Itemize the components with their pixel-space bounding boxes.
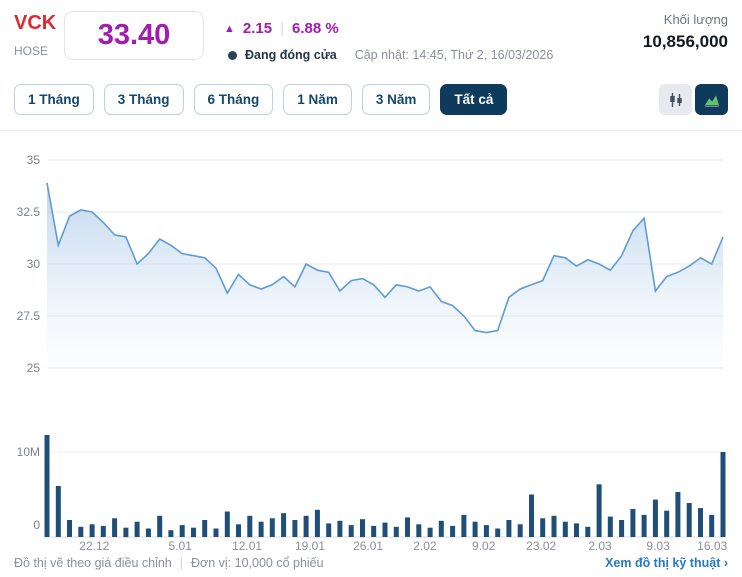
last-updated: Cập nhật: 14:45, Thứ 2, 16/03/2026 [354, 48, 554, 62]
change-value: 2.15 [242, 20, 273, 37]
price-area-fill [47, 182, 723, 368]
market-status: Đang đóng cửa [245, 48, 337, 62]
footer-notes: Đồ thị vẽ theo giá điều chỉnh | Đơn vị: … [14, 556, 324, 570]
change-separator: | [280, 20, 284, 37]
svg-text:5.01: 5.01 [169, 539, 193, 553]
adjusted-price-note: Đồ thị vẽ theo giá điều chỉnh [14, 556, 172, 570]
chart-type-switcher [659, 84, 728, 115]
market-status-row: Đang đóng cửa Cập nhật: 14:45, Thứ 2, 16… [228, 48, 553, 62]
svg-text:9.02: 9.02 [472, 539, 496, 553]
current-price: 33.40 [64, 11, 204, 60]
svg-text:12.01: 12.01 [232, 539, 262, 553]
area-chart-button[interactable] [695, 84, 728, 115]
volume-block: Khối lượng 10,856,000 [643, 12, 728, 52]
svg-text:0: 0 [33, 518, 40, 532]
volume-bars [44, 435, 726, 538]
svg-text:19.01: 19.01 [295, 539, 325, 553]
candlestick-chart-button[interactable] [659, 84, 692, 115]
chart-footer: Đồ thị vẽ theo giá điều chỉnh | Đơn vị: … [14, 556, 728, 570]
volume-bar-chart: 10M 0 22.12 5.01 12.01 19.01 26.01 2.02 9.02 23.… [17, 435, 728, 553]
ticker-symbol: VCK [14, 12, 57, 34]
svg-text:30: 30 [27, 257, 41, 271]
svg-text:2.03: 2.03 [588, 539, 612, 553]
period-tabs: 1 Tháng 3 Tháng 6 Tháng 1 Năm 3 Năm Tất … [14, 84, 508, 115]
volume-value: 10,856,000 [642, 32, 728, 51]
date-axis-labels: 22.12 5.01 12.01 19.01 26.01 2.02 9.02 23.02 2.0… [79, 539, 727, 553]
svg-text:10M: 10M [17, 445, 40, 459]
svg-text:35: 35 [27, 153, 41, 167]
tab-1-year[interactable]: 1 Năm [283, 84, 352, 115]
svg-text:27.5: 27.5 [17, 309, 41, 323]
svg-text:2.02: 2.02 [413, 539, 437, 553]
tab-6-month[interactable]: 6 Tháng [193, 84, 274, 115]
price-area-chart: 35 32.5 30 27.5 25 [17, 153, 724, 375]
svg-text:23.02: 23.02 [526, 539, 556, 553]
svg-text:32.5: 32.5 [17, 205, 41, 219]
svg-text:26.01: 26.01 [353, 539, 383, 553]
technical-chart-link[interactable]: Xem đồ thị kỹ thuật › [605, 556, 728, 570]
toolbar-divider [0, 130, 742, 131]
price-line [46, 182, 724, 334]
exchange-label: HOSE [14, 44, 49, 58]
volume-y-axis-labels: 10M 0 [17, 445, 41, 532]
price-y-axis-labels: 35 32.5 30 27.5 25 [17, 153, 41, 375]
tab-3-month[interactable]: 3 Tháng [103, 84, 184, 115]
unit-note: Đơn vị: 10,000 cổ phiếu [191, 556, 324, 570]
volume-label: Khối lượng [663, 12, 728, 27]
svg-text:16.03: 16.03 [697, 539, 727, 553]
tab-3-year[interactable]: 3 Năm [361, 84, 431, 115]
tab-all[interactable]: Tất cả [440, 84, 508, 115]
footer-separator: | [179, 556, 183, 570]
candlestick-icon [669, 92, 682, 107]
price-change-row: ▲ 2.15 | 6.88 % [224, 20, 339, 37]
svg-text:25: 25 [27, 361, 41, 375]
market-status-dot-icon [228, 50, 237, 60]
tab-1-month[interactable]: 1 Tháng [14, 84, 94, 115]
up-arrow-icon: ▲ [224, 22, 235, 35]
svg-text:9.03: 9.03 [646, 539, 670, 553]
area-chart-icon [704, 95, 719, 107]
change-percent: 6.88 % [292, 20, 339, 37]
svg-text:22.12: 22.12 [79, 539, 109, 553]
